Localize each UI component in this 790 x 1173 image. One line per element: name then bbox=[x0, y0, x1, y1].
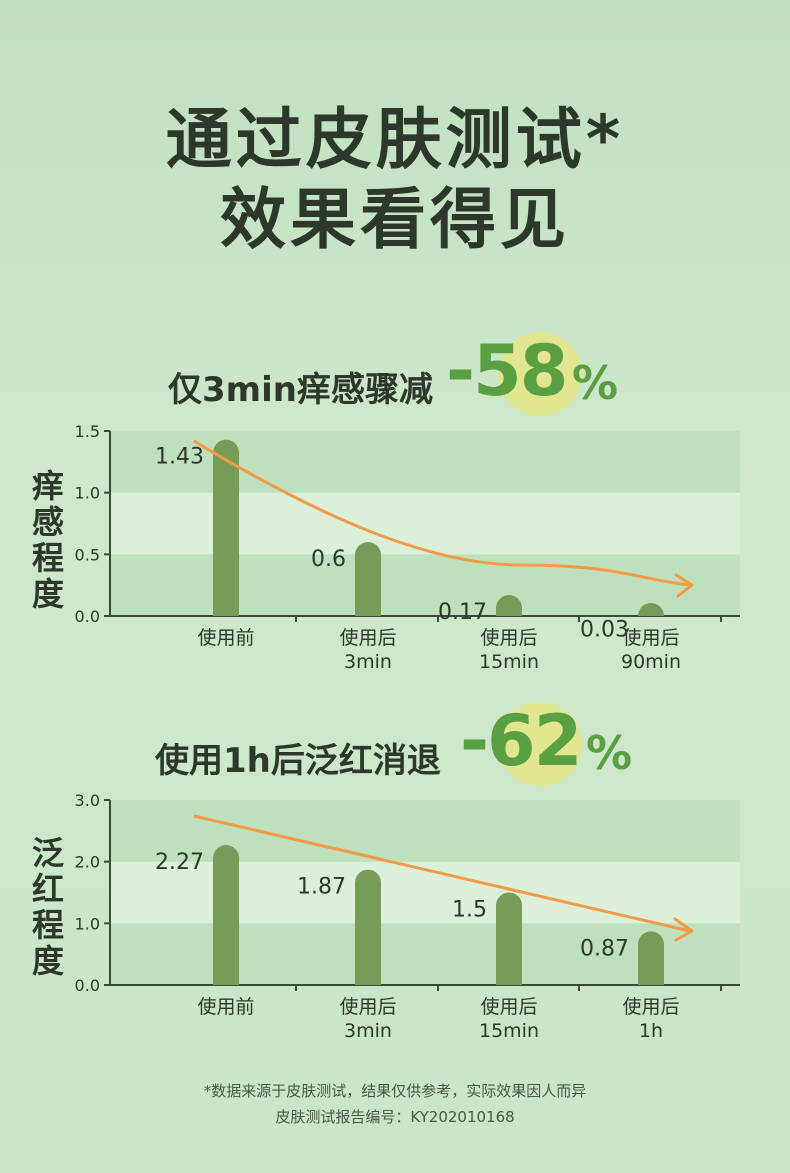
chart-1-badge-circle bbox=[498, 332, 582, 416]
footer-report-number: 皮肤测试报告编号：KY202010168 bbox=[275, 1108, 515, 1126]
x-tick-label: 使用后 bbox=[339, 627, 396, 649]
x-tick-label: 使用后 bbox=[622, 996, 679, 1018]
chart-2-badge-value: -62 bbox=[460, 700, 582, 782]
y-tick-label: 2.0 bbox=[75, 853, 100, 872]
grid-band bbox=[110, 431, 740, 493]
grid-band bbox=[110, 492, 740, 555]
trend-line bbox=[193, 439, 691, 587]
x-tick-label: 使用前 bbox=[197, 627, 254, 649]
chart-1: 0.00.51.01.51.43使用前0.6使用后3min0.17使用后15mi… bbox=[75, 422, 740, 673]
chart-1-badge-unit: % bbox=[572, 356, 619, 410]
grid-band bbox=[110, 800, 740, 862]
x-tick-label: 使用后 bbox=[480, 627, 537, 649]
bar bbox=[638, 931, 664, 985]
page-title-line-1: 通过皮肤测试* bbox=[165, 101, 625, 178]
x-tick-label: 使用后 bbox=[339, 996, 396, 1018]
bar bbox=[496, 892, 522, 985]
x-tick-label: 3min bbox=[344, 651, 392, 673]
chart-2-badge-unit: % bbox=[586, 726, 633, 780]
trend-line bbox=[193, 814, 691, 933]
y-tick-label: 1.0 bbox=[75, 914, 100, 933]
x-tick-label: 15min bbox=[479, 1020, 539, 1042]
chart-1-badge-value: -58 bbox=[446, 330, 568, 412]
data-label: 0.87 bbox=[580, 936, 629, 961]
x-tick-label: 使用后 bbox=[480, 996, 537, 1018]
chart-2: 0.01.02.03.02.27使用前1.87使用后3min1.5使用后15mi… bbox=[75, 791, 740, 1042]
chart-1-ylabel: 痒感程度 bbox=[31, 467, 64, 613]
data-label: 0.17 bbox=[438, 600, 487, 625]
bar bbox=[638, 603, 664, 616]
chart-2-badge-circle bbox=[498, 702, 582, 786]
x-tick-label: 1h bbox=[639, 1020, 663, 1042]
y-tick-label: 1.0 bbox=[75, 484, 100, 503]
data-label: 0.6 bbox=[311, 547, 346, 572]
data-label: 1.5 bbox=[452, 898, 487, 923]
x-tick-label: 使用后 bbox=[622, 627, 679, 649]
y-tick-label: 0.0 bbox=[75, 607, 100, 626]
y-tick-label: 0.0 bbox=[75, 976, 100, 995]
x-tick-label: 3min bbox=[344, 1020, 392, 1042]
bar bbox=[213, 845, 239, 985]
y-tick-label: 1.5 bbox=[75, 422, 100, 441]
trend-arrowhead bbox=[673, 917, 694, 942]
data-label: 1.43 bbox=[155, 445, 204, 470]
data-label: 2.27 bbox=[155, 850, 204, 875]
trend-arrowhead bbox=[674, 573, 694, 598]
x-tick-label: 使用前 bbox=[197, 996, 254, 1018]
bar bbox=[355, 542, 381, 616]
bar bbox=[213, 439, 239, 616]
bar bbox=[355, 869, 381, 985]
y-tick-label: 0.5 bbox=[75, 545, 100, 564]
page-title-line-2: 效果看得见 bbox=[220, 181, 570, 258]
y-tick-label: 3.0 bbox=[75, 791, 100, 810]
data-label: 0.03 bbox=[580, 617, 629, 642]
x-tick-label: 15min bbox=[479, 651, 539, 673]
chart-2-ylabel: 泛红程度 bbox=[31, 834, 64, 980]
chart-1-subtitle: 仅3min痒感骤减 bbox=[168, 370, 433, 410]
footer-note: *数据来源于皮肤测试，结果仅供参考，实际效果因人而异 bbox=[203, 1082, 587, 1100]
bar bbox=[496, 595, 522, 616]
chart-2-subtitle: 使用1h后泛红消退 bbox=[155, 741, 441, 781]
x-tick-label: 90min bbox=[621, 651, 681, 673]
data-label: 1.87 bbox=[297, 875, 346, 900]
